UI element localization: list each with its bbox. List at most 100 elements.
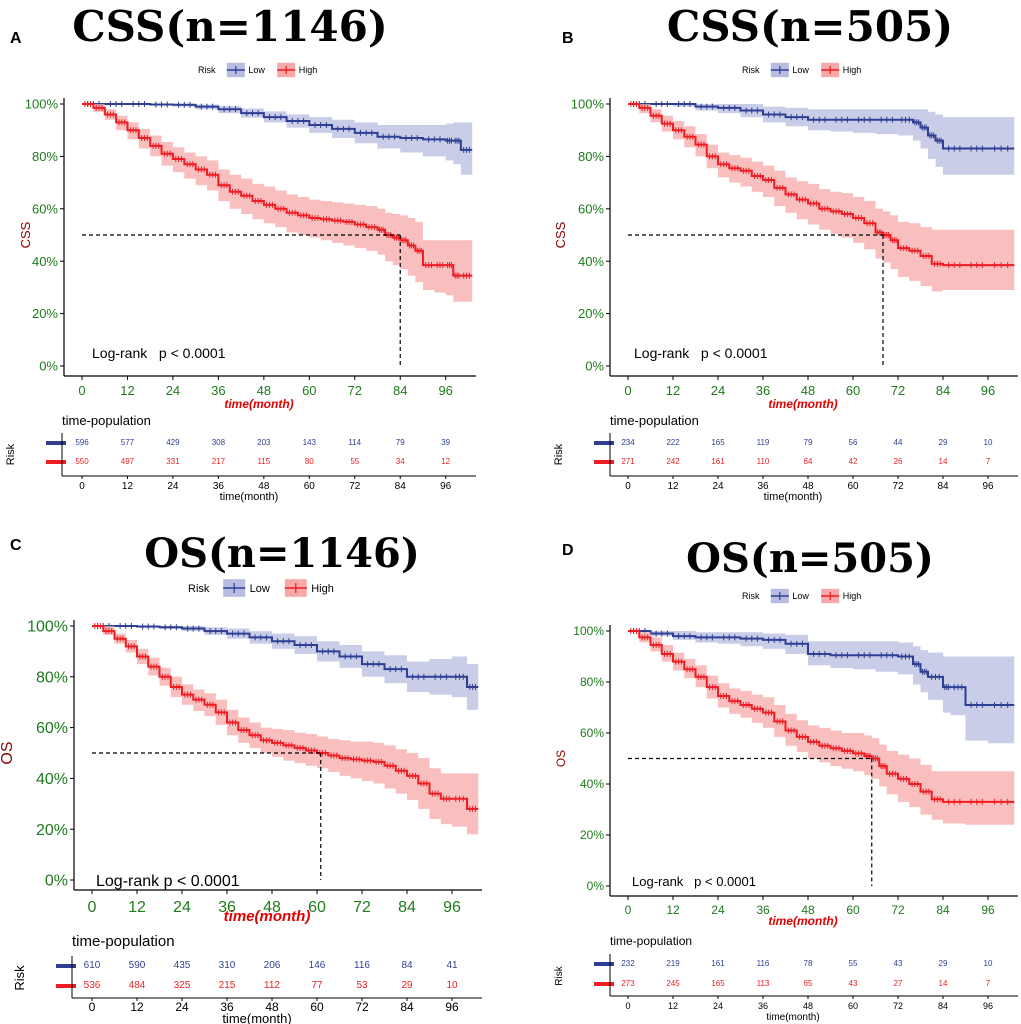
censor-marks-low — [87, 101, 470, 153]
y-tick-label: 0% — [585, 359, 604, 374]
risk-count-high: 484 — [129, 980, 146, 991]
risk-count-low: 116 — [757, 959, 770, 968]
risk-table: time-population Risk 234 271 0 222 242 12 165 161… — [553, 413, 1018, 503]
risk-table: time-population Risk 596 550 0 577 497 12 429 331… — [5, 413, 476, 503]
y-tick-label: 20% — [36, 822, 68, 839]
x-tick-label: 72 — [348, 383, 362, 398]
risk-count-high: 12 — [441, 457, 450, 466]
survival-curve-low — [628, 630, 1015, 706]
risk-count-low: 10 — [984, 438, 993, 447]
risk-count-high: 242 — [666, 457, 680, 466]
risk-row-key-high — [56, 984, 76, 988]
risk-count-high: 27 — [894, 979, 903, 988]
censor-marks-high — [630, 628, 1009, 805]
y-tick-label: 20% — [578, 306, 604, 321]
risk-count-high: 29 — [401, 980, 413, 991]
y-axis-label: CSS — [18, 221, 33, 248]
x-tick-label: 84 — [398, 899, 416, 916]
x-tick-label: 48 — [257, 383, 271, 398]
risk-table-tick-label: 96 — [983, 1001, 993, 1011]
chart-title: CSS(n=505) — [667, 2, 953, 51]
risk-table-tick-label: 12 — [130, 1000, 144, 1014]
risk-table-tick-label: 48 — [265, 1000, 279, 1014]
ci-band-high — [628, 631, 1015, 825]
risk-row-key-low — [46, 441, 66, 445]
risk-count-low: 610 — [84, 960, 101, 971]
risk-count-low: 10 — [984, 959, 993, 968]
y-tick-label: 0% — [45, 873, 68, 890]
risk-table-ylabel: Risk — [5, 443, 17, 465]
risk-count-low: 39 — [441, 438, 450, 447]
risk-count-low: 78 — [804, 959, 813, 968]
risk-count-low: 308 — [212, 438, 226, 447]
risk-table-tick-label: 0 — [625, 1001, 630, 1011]
y-tick-label: 0% — [587, 879, 605, 893]
x-tick-label: 0 — [625, 903, 632, 917]
risk-table-tick-label: 72 — [349, 481, 361, 492]
risk-table-title: time-population — [610, 934, 692, 948]
risk-count-high: 165 — [711, 979, 725, 988]
y-tick-label: 40% — [36, 771, 68, 788]
risk-count-low: 55 — [849, 959, 858, 968]
pvalue-label: Log-rank p < 0.0001 — [96, 873, 240, 890]
panel-b: B CSS(n=505) Risk Low High 0% 20% 40% 60% 80% 100%… — [553, 2, 1018, 503]
y-tick-label: 40% — [32, 254, 58, 269]
risk-table-tick-label: 36 — [213, 481, 225, 492]
risk-count-high: 536 — [84, 980, 101, 991]
risk-table-tick-label: 36 — [758, 1001, 768, 1011]
x-tick-label: 0 — [88, 899, 97, 916]
legend-label-high: High — [299, 65, 318, 75]
x-tick-label: 0 — [78, 383, 85, 398]
ci-band-low — [628, 631, 1015, 744]
risk-count-low: 44 — [894, 438, 903, 447]
x-axis-label: time(month) — [224, 397, 293, 411]
risk-count-low: 43 — [894, 959, 903, 968]
risk-table-ylabel: Risk — [12, 965, 27, 991]
y-tick-label: 60% — [36, 720, 68, 737]
y-tick-label: 80% — [36, 669, 68, 686]
risk-table-tick-label: 60 — [304, 481, 316, 492]
survival-curve-high — [92, 625, 479, 810]
x-tick-label: 72 — [891, 383, 905, 398]
survival-curve-low — [92, 625, 479, 688]
panel-d: D OS(n=505) Risk Low High 0% 20% 40% 60% 80% 100% 0… — [554, 535, 1018, 1023]
x-tick-label: 24 — [711, 903, 725, 917]
risk-table-tick-label: 48 — [258, 481, 270, 492]
legend-title: Risk — [742, 591, 760, 601]
x-tick-label: 36 — [756, 383, 770, 398]
risk-count-low: 119 — [757, 438, 770, 447]
risk-table-tick-label: 24 — [712, 481, 724, 492]
risk-table-tick-label: 12 — [667, 481, 679, 492]
y-tick-label: 80% — [580, 675, 604, 689]
risk-table-tick-label: 12 — [122, 481, 134, 492]
risk-row-key-high — [594, 982, 614, 986]
x-tick-label: 72 — [891, 903, 905, 917]
risk-table-tick-label: 72 — [893, 1001, 903, 1011]
legend: Risk Low High — [188, 579, 334, 597]
risk-count-low: 234 — [621, 438, 635, 447]
risk-table: time-population Risk 232 273 0 219 245 12 161 165… — [554, 934, 1018, 1023]
risk-count-low: 222 — [666, 438, 680, 447]
ci-band-high — [628, 104, 1015, 292]
x-tick-label: 24 — [173, 899, 191, 916]
risk-count-low: 79 — [804, 438, 813, 447]
x-tick-label: 24 — [711, 383, 725, 398]
risk-table-tick-label: 0 — [89, 1000, 96, 1014]
legend: Risk Low High — [198, 62, 318, 78]
risk-table-tick-label: 84 — [937, 481, 949, 492]
ci-band-high — [82, 104, 473, 302]
risk-count-high: 55 — [350, 457, 359, 466]
risk-count-high: 273 — [621, 979, 635, 988]
risk-count-high: 43 — [849, 979, 858, 988]
risk-count-high: 325 — [174, 980, 191, 991]
x-tick-label: 0 — [624, 383, 631, 398]
risk-count-low: 435 — [174, 960, 191, 971]
x-tick-label: 12 — [666, 903, 680, 917]
x-tick-label: 96 — [981, 383, 995, 398]
panel-a: A CSS(n=1146) Risk Low High 0% 20% 40% 60% 80% 100… — [5, 2, 476, 503]
risk-count-low: 596 — [75, 438, 89, 447]
panel-letter: A — [10, 30, 22, 47]
risk-count-low: 56 — [849, 438, 858, 447]
x-tick-label: 36 — [218, 899, 236, 916]
y-tick-label: 100% — [571, 97, 605, 112]
